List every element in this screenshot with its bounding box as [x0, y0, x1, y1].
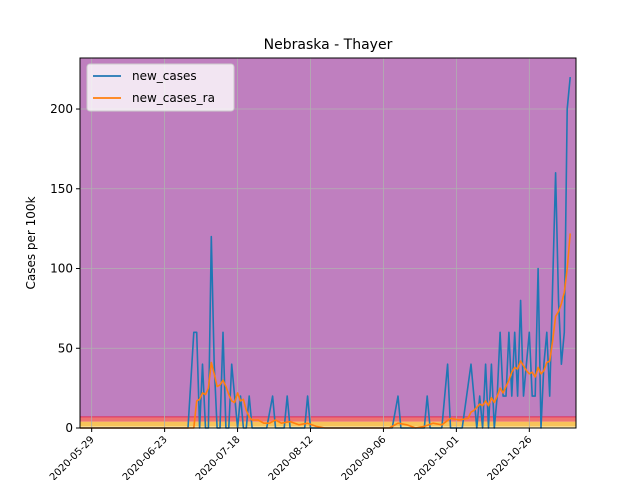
series-line-new-cases-ra — [80, 233, 571, 429]
x-tick-label: 2020-10-01 — [413, 434, 462, 480]
risk-band-1 — [80, 421, 576, 427]
x-tick-label: 2020-07-18 — [194, 434, 243, 480]
x-tick-label: 2020-06-23 — [121, 434, 170, 480]
risk-band-2 — [80, 416, 576, 422]
x-axis: 2020-05-29 2020-06-23 2020-07-18 2020-08-12… — [48, 428, 535, 480]
risk-band-3 — [80, 58, 576, 417]
y-tick-label: 200 — [50, 102, 73, 116]
x-tick-label: 2020-08-12 — [267, 434, 316, 480]
x-tick-label: 2020-09-06 — [340, 434, 389, 480]
y-tick-label: 150 — [50, 182, 73, 196]
y-axis-label: Cases per 100k — [24, 196, 38, 289]
y-axis: 0 50 100 150 200 — [50, 102, 80, 435]
y-tick-label: 0 — [65, 421, 73, 435]
background-bands — [80, 58, 576, 428]
y-tick-label: 50 — [58, 341, 73, 355]
legend-box — [86, 63, 235, 112]
x-tick-label: 2020-05-29 — [48, 434, 97, 480]
legend-label: new_cases — [132, 69, 197, 83]
chart-title: Nebraska - Thayer — [264, 37, 393, 53]
legend-label: new_cases_ra — [132, 91, 215, 105]
plot-frame — [79, 57, 577, 429]
legend: new_cases new_cases_ra — [86, 63, 235, 112]
y-tick-label: 100 — [50, 262, 73, 276]
x-tick-label: 2020-10-26 — [486, 434, 535, 480]
